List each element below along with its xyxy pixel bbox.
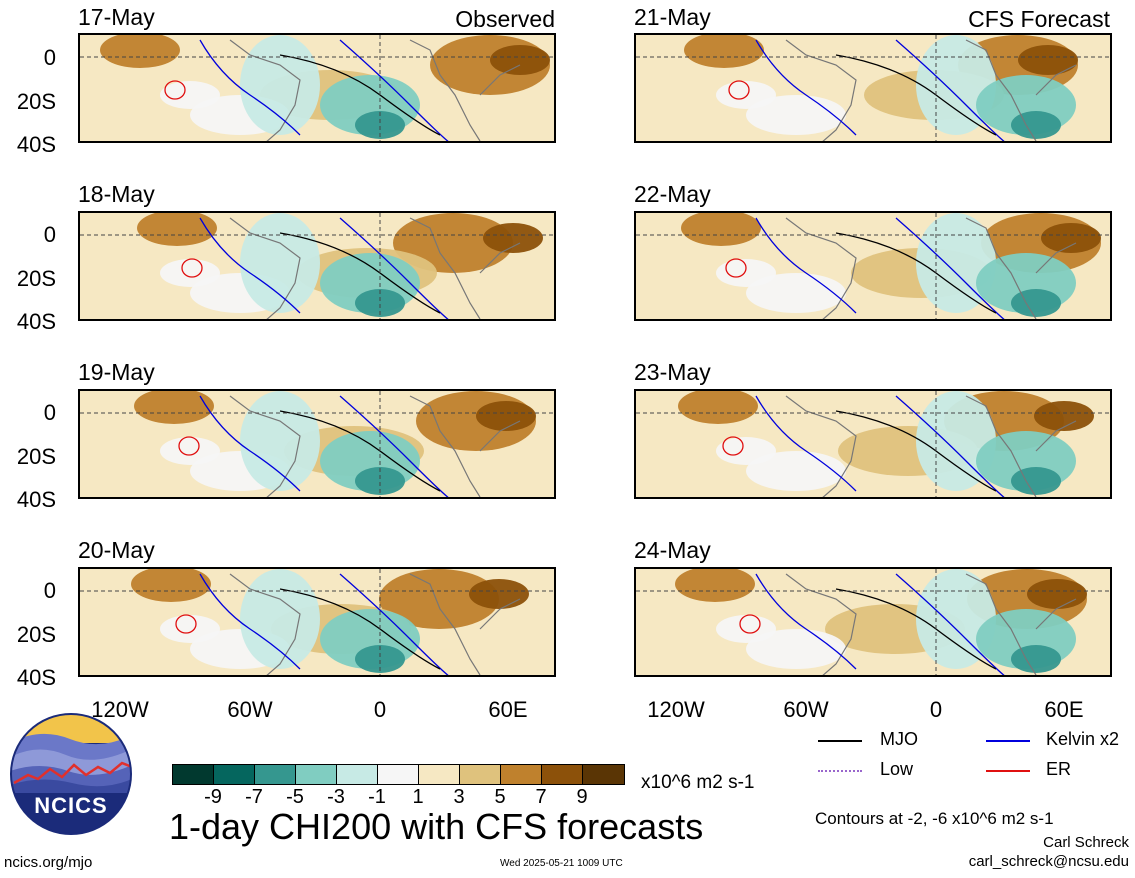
panel-forecast-2: 22-May — [0, 0, 711, 207]
lat-label: 0 — [43, 222, 56, 247]
colorbar-swatch — [214, 765, 255, 784]
lat-label: 20S — [16, 444, 56, 469]
colorbar-tick-label: 9 — [576, 786, 588, 808]
colorbar-tick-label: 3 — [453, 786, 465, 808]
colorbar-swatch — [542, 765, 583, 784]
logo-text: NCICS — [34, 793, 108, 818]
panel-observed-2: 18-May — [0, 0, 474, 207]
panel-date: 19-May — [78, 359, 155, 385]
anomaly-map — [634, 567, 1112, 677]
colorbar-tick-label: 7 — [535, 786, 547, 808]
anomaly-map — [78, 389, 556, 499]
colorbar-swatch — [378, 765, 419, 784]
forecast-header: CFS Forecast — [968, 6, 1110, 32]
colorbar-swatch — [501, 765, 542, 784]
colorbar-units: x10^6 m2 s-1 — [641, 772, 755, 793]
observed-header: Observed — [455, 6, 555, 32]
lat-label: 20S — [16, 622, 56, 647]
lon-label: 60E — [488, 697, 528, 722]
lat-label: 40S — [16, 665, 56, 690]
lon-label: 60W — [783, 697, 829, 722]
lat-label: 40S — [16, 132, 56, 157]
lon-label: 60E — [1044, 697, 1084, 722]
timestamp: Wed 2025-05-21 1009 UTC — [500, 858, 623, 869]
anomaly-map — [78, 211, 556, 321]
lat-label: 0 — [43, 578, 56, 603]
panel-date: 24-May — [634, 537, 711, 563]
panel-date: 20-May — [78, 537, 155, 563]
lon-label: 60W — [227, 697, 273, 722]
email-link[interactable]: carl_schreck@ncsu.edu — [968, 853, 1129, 870]
colorbar-swatch — [419, 765, 460, 784]
colorbar-swatch — [173, 765, 214, 784]
colorbar-tick-label: 1 — [412, 786, 424, 808]
ncics-logo: NCICS — [10, 713, 132, 835]
lon-label: 120W — [91, 697, 149, 722]
anomaly-map — [634, 33, 1112, 143]
colorbar-tick-label: -3 — [327, 786, 345, 808]
colorbar-swatch — [255, 765, 296, 784]
panel-date: 17-May — [78, 4, 155, 30]
low-legend-line — [818, 770, 862, 772]
panel-observed-1: 17-May Observed — [0, 0, 555, 110]
kelvin-legend-label: Kelvin x2 — [1046, 729, 1120, 749]
mjo-legend-label: MJO — [880, 729, 918, 749]
mjo-legend-line — [818, 740, 862, 742]
colorbar-swatch — [460, 765, 501, 784]
colorbar-swatch — [583, 765, 624, 784]
panel-forecast-3: 23-May — [0, 0, 711, 385]
lat-label: 20S — [16, 89, 56, 114]
anomaly-map — [634, 389, 1112, 499]
anomaly-map — [78, 567, 556, 677]
panel-date: 22-May — [634, 181, 711, 207]
er-legend-label: ER — [1046, 759, 1072, 779]
lon-label: 0 — [929, 697, 943, 722]
low-legend-label: Low — [880, 759, 914, 779]
kelvin-legend-line — [986, 740, 1030, 742]
lat-label: 40S — [16, 487, 56, 512]
panel-date: 18-May — [78, 181, 155, 207]
panel-observed-4: 20-May — [0, 0, 474, 563]
panel-forecast-4: 24-May — [0, 0, 711, 563]
lon-label: 120W — [647, 697, 705, 722]
lon-label: 0 — [373, 697, 387, 722]
author: Carl Schreck — [1043, 834, 1129, 851]
lat-label: 0 — [43, 400, 56, 425]
lat-label: 40S — [16, 309, 56, 334]
panel-forecast-1: 21-May CFS Forecast — [0, 0, 1110, 110]
main-title: 1-day CHI200 with CFS forecasts — [169, 806, 704, 847]
colorbar-tick-label: -1 — [368, 786, 386, 808]
colorbar-tick-label: 5 — [494, 786, 506, 808]
colorbar-tick-label: -5 — [286, 786, 304, 808]
lat-label: 0 — [43, 45, 56, 70]
panel-date: 21-May — [634, 4, 711, 30]
anomaly-map — [78, 33, 556, 143]
site-link[interactable]: ncics.org/mjo — [4, 854, 93, 871]
colorbar — [172, 764, 625, 785]
contours-note: Contours at -2, -6 x10^6 m2 s-1 — [815, 809, 1054, 828]
colorbar-tick-label: -7 — [245, 786, 263, 808]
anomaly-map — [634, 211, 1112, 321]
colorbar-tick-label: -9 — [204, 786, 222, 808]
colorbar-swatch — [296, 765, 337, 784]
er-legend-line — [986, 770, 1030, 772]
panel-date: 23-May — [634, 359, 711, 385]
colorbar-swatch — [337, 765, 378, 784]
panel-observed-3: 19-May — [0, 0, 474, 385]
lat-label: 20S — [16, 266, 56, 291]
